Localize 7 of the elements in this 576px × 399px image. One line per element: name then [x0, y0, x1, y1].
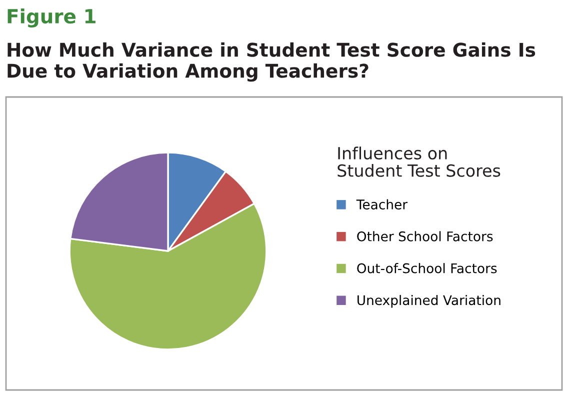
legend-label: Other School Factors: [357, 231, 493, 242]
chart-subtitle: How Much Variance in Student Test Score Gains Is Due to Variation Among Teachers?: [8, 42, 536, 82]
legend-label: Teacher: [356, 199, 408, 210]
legend-title: Influences on Student Test Scores: [338, 146, 500, 177]
chart-title: Figure 1: [8, 8, 96, 28]
legend-label: Unexplained Variation: [358, 294, 500, 308]
legend-label: Out-of-School Factors: [357, 263, 497, 274]
